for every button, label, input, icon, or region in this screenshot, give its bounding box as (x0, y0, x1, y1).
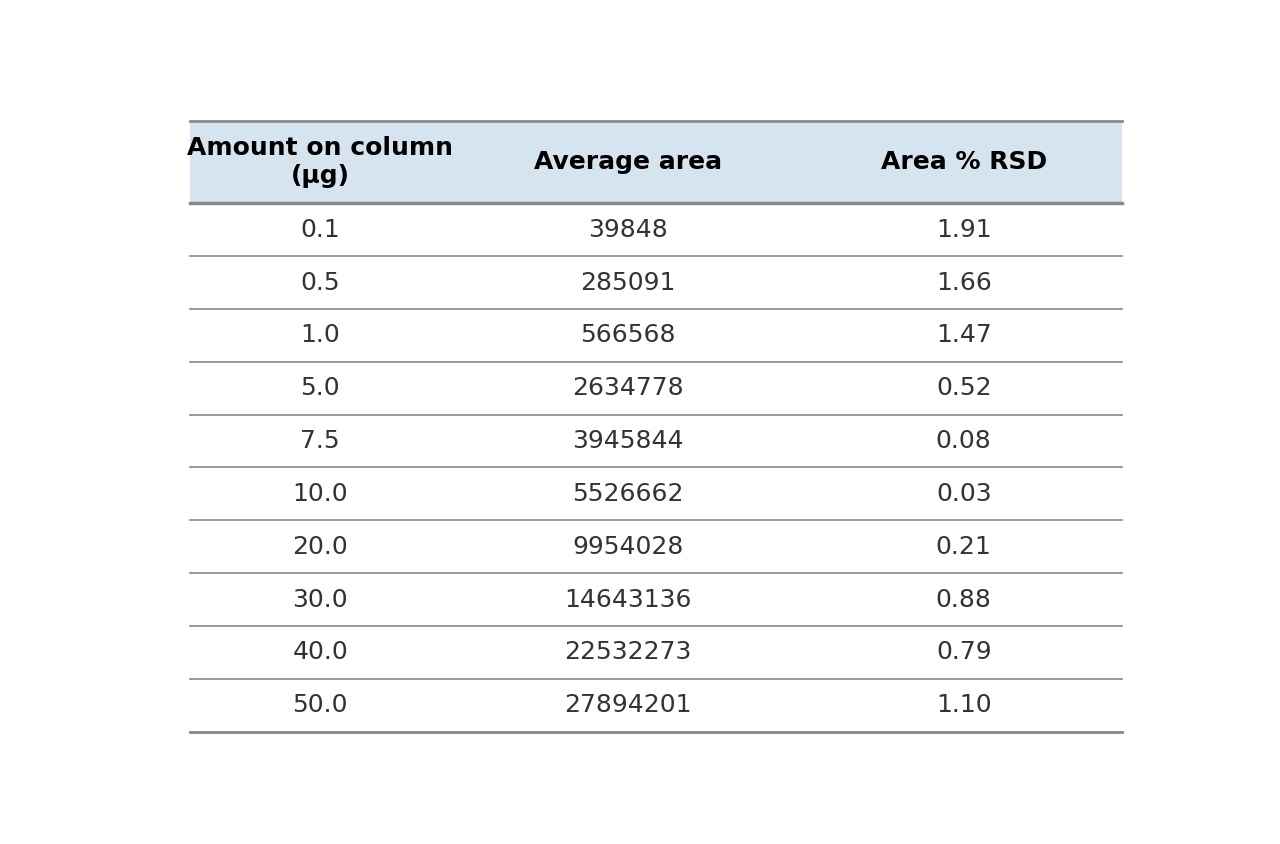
Text: 5.0: 5.0 (301, 376, 340, 400)
Text: 1.66: 1.66 (936, 271, 992, 295)
Text: Area % RSD: Area % RSD (881, 150, 1047, 174)
Text: 0.5: 0.5 (301, 271, 340, 295)
Text: 566568: 566568 (580, 323, 676, 348)
Bar (451, 203, 805, 256)
Text: 10.0: 10.0 (293, 482, 348, 506)
Bar (451, 520, 805, 573)
Bar (189, 520, 451, 573)
Text: 27894201: 27894201 (564, 693, 691, 717)
Text: Average area: Average area (534, 150, 722, 174)
Bar (805, 414, 1123, 468)
Bar (451, 626, 805, 679)
Text: 2634778: 2634778 (572, 376, 684, 400)
Bar (451, 468, 805, 520)
Text: 39848: 39848 (588, 218, 668, 241)
Bar (805, 679, 1123, 732)
Bar (805, 309, 1123, 362)
Bar (189, 309, 451, 362)
Text: 0.08: 0.08 (936, 429, 992, 453)
Bar (189, 203, 451, 256)
Bar (805, 121, 1123, 203)
Bar (451, 256, 805, 309)
Text: 0.88: 0.88 (936, 587, 992, 612)
Text: 0.03: 0.03 (936, 482, 992, 506)
Bar (189, 362, 451, 414)
Bar (805, 256, 1123, 309)
Bar (451, 414, 805, 468)
Bar (805, 203, 1123, 256)
Text: 30.0: 30.0 (293, 587, 348, 612)
Text: 7.5: 7.5 (301, 429, 340, 453)
Bar (451, 362, 805, 414)
Text: 0.79: 0.79 (936, 641, 992, 664)
Text: 14643136: 14643136 (564, 587, 691, 612)
Text: 50.0: 50.0 (293, 693, 348, 717)
Text: 0.21: 0.21 (936, 535, 992, 559)
Bar (451, 679, 805, 732)
Bar (189, 679, 451, 732)
Text: 1.0: 1.0 (301, 323, 340, 348)
Bar (189, 414, 451, 468)
Text: 3945844: 3945844 (572, 429, 684, 453)
Bar (189, 468, 451, 520)
Bar (189, 256, 451, 309)
Bar (189, 626, 451, 679)
Bar (451, 309, 805, 362)
Bar (805, 573, 1123, 626)
Text: 40.0: 40.0 (292, 641, 348, 664)
Bar (189, 121, 451, 203)
Bar (805, 626, 1123, 679)
Bar (189, 573, 451, 626)
Bar (451, 121, 805, 203)
Text: 20.0: 20.0 (292, 535, 348, 559)
Text: 1.47: 1.47 (936, 323, 992, 348)
Text: Amount on column
(μg): Amount on column (μg) (187, 136, 453, 188)
Text: 22532273: 22532273 (564, 641, 691, 664)
Bar (805, 468, 1123, 520)
Bar (805, 362, 1123, 414)
Text: 5526662: 5526662 (572, 482, 684, 506)
Bar (805, 520, 1123, 573)
Text: 1.91: 1.91 (936, 218, 992, 241)
Text: 1.10: 1.10 (936, 693, 992, 717)
Text: 9954028: 9954028 (572, 535, 684, 559)
Text: 0.52: 0.52 (936, 376, 992, 400)
Bar (451, 573, 805, 626)
Text: 285091: 285091 (580, 271, 676, 295)
Text: 0.1: 0.1 (301, 218, 340, 241)
